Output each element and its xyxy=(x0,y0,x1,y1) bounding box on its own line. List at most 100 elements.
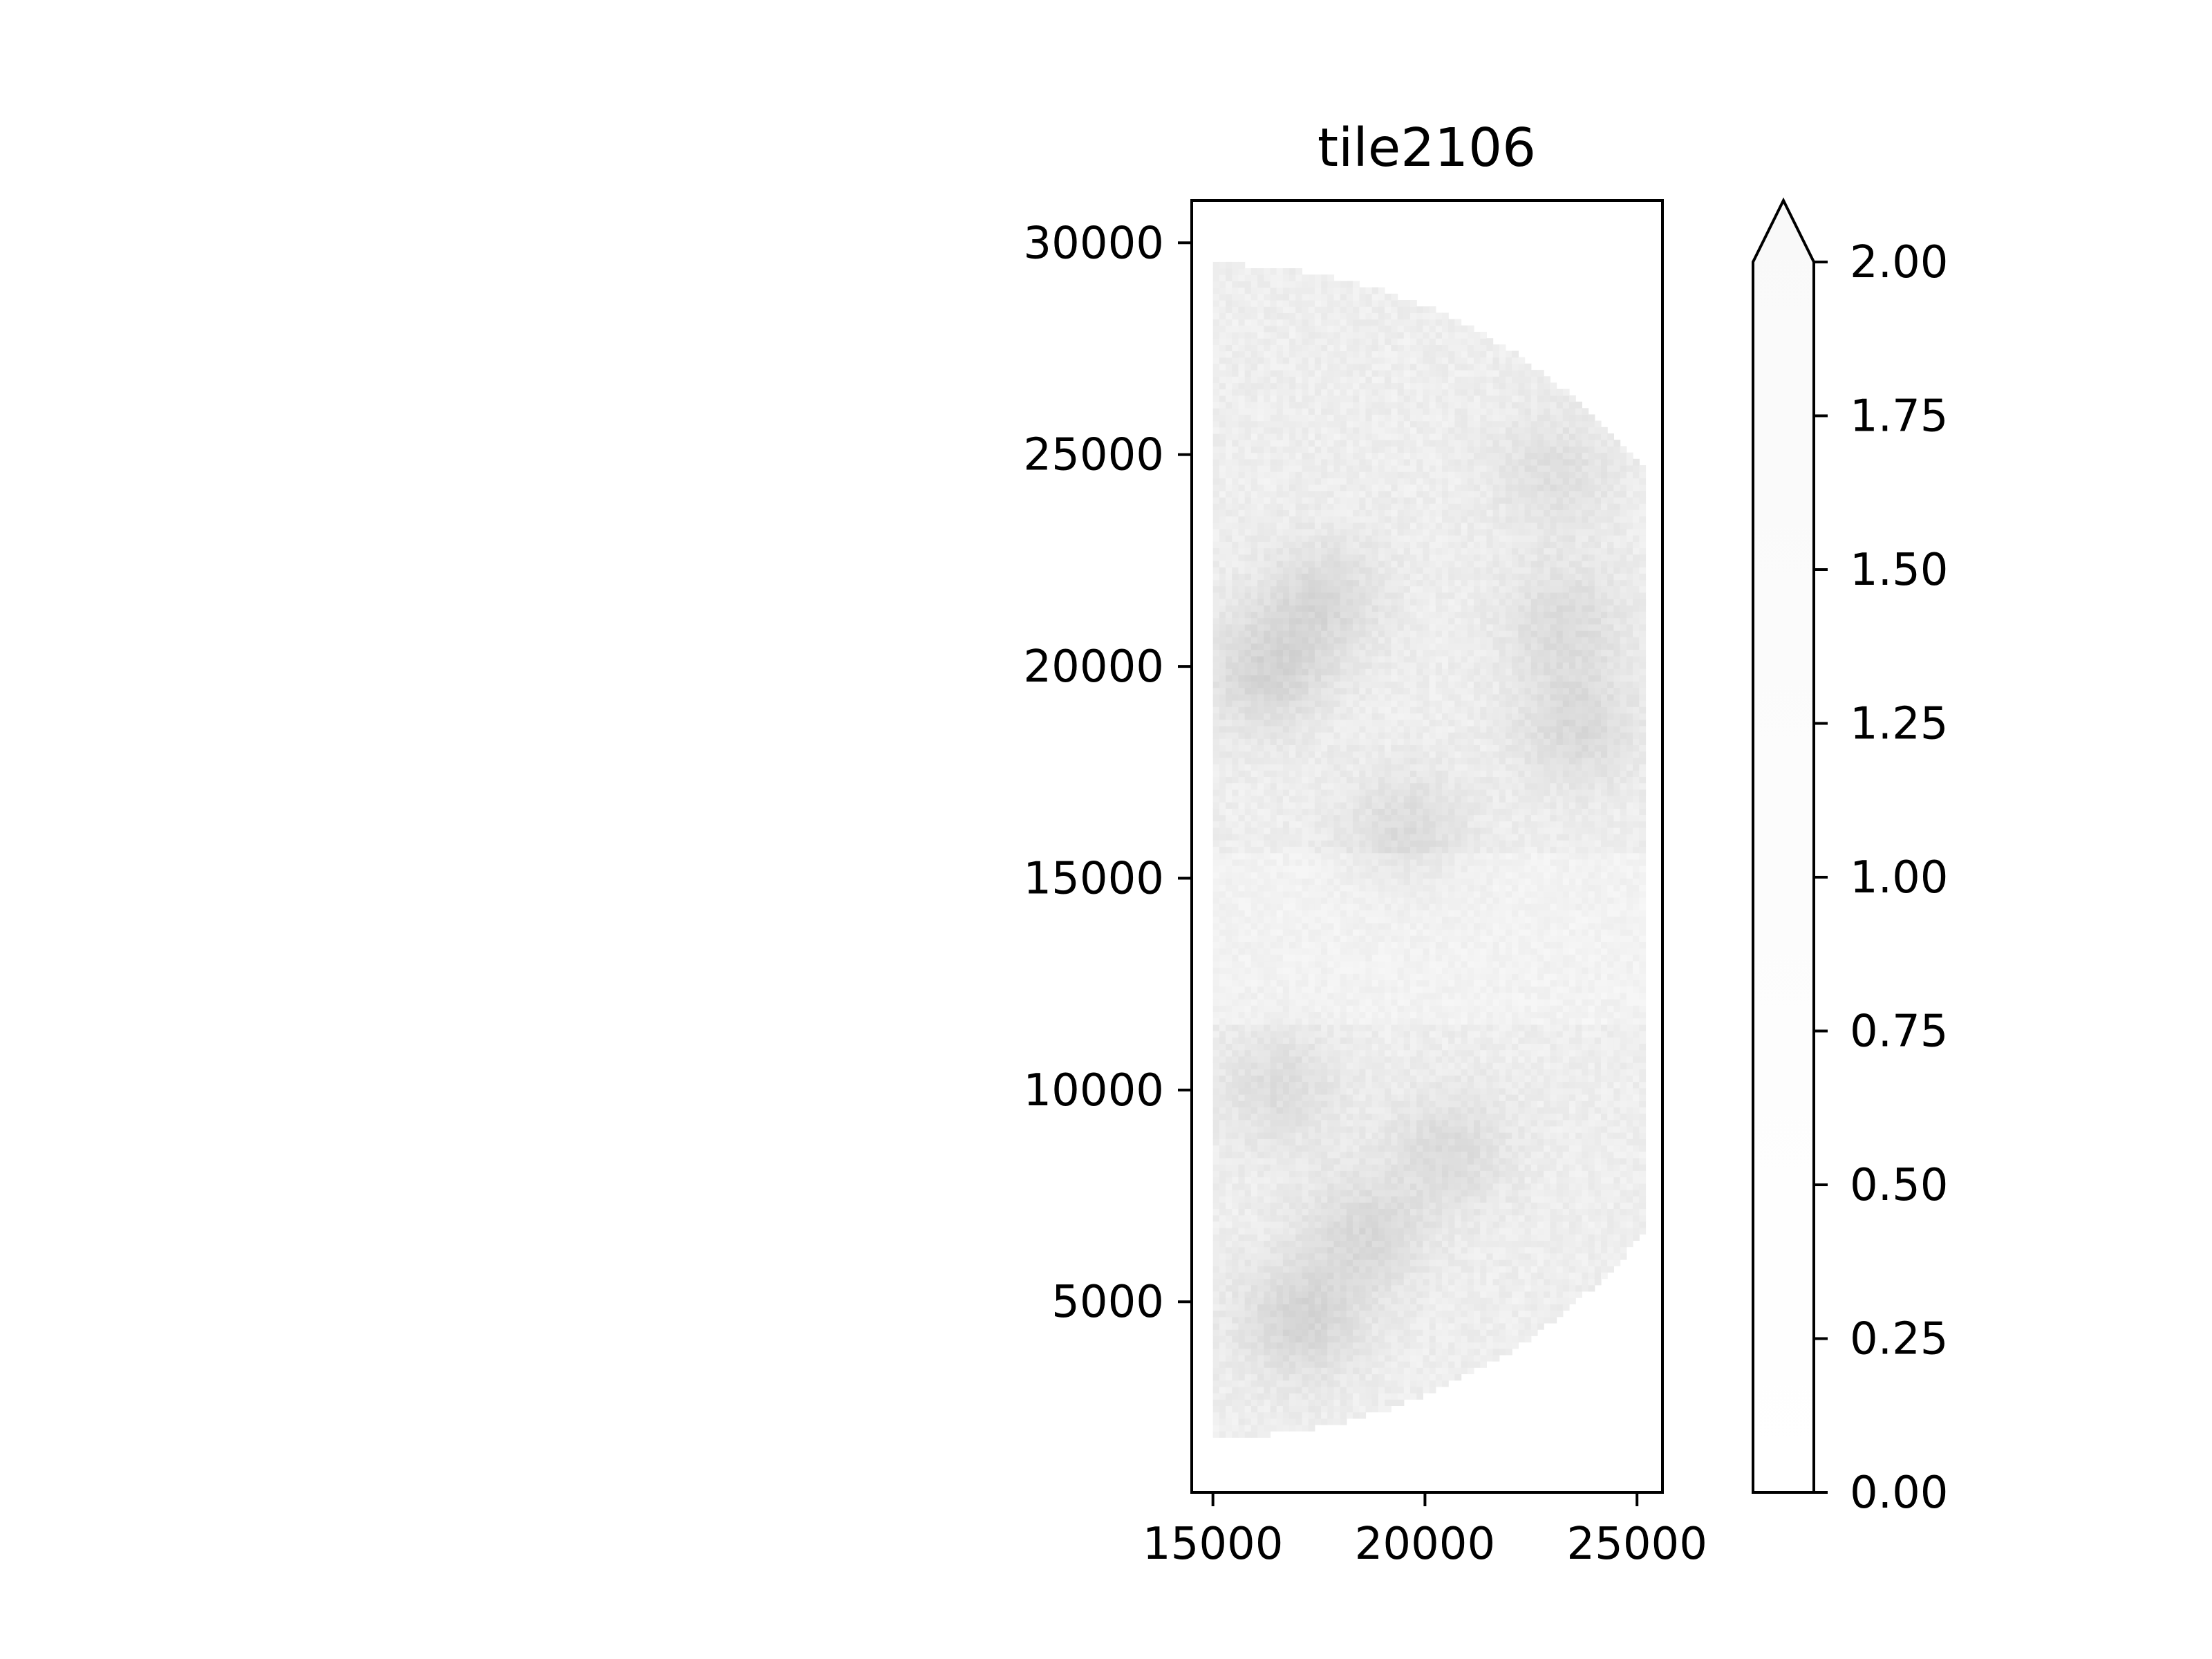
heatmap-cell xyxy=(1276,808,1284,816)
heatmap-cell xyxy=(1282,916,1290,924)
heatmap-cell xyxy=(1244,497,1252,504)
heatmap-cell xyxy=(1257,1234,1264,1241)
heatmap-cell xyxy=(1295,954,1303,962)
heatmap-cell xyxy=(1250,637,1258,644)
heatmap-cell xyxy=(1232,929,1239,936)
heatmap-cell xyxy=(1295,992,1303,1000)
heatmap-cell xyxy=(1340,916,1347,924)
heatmap-cell xyxy=(1340,1113,1347,1121)
heatmap-cell xyxy=(1226,1297,1232,1304)
heatmap-cell xyxy=(1295,910,1303,917)
heatmap-cell xyxy=(1346,1278,1353,1286)
heatmap-cell xyxy=(1232,465,1239,472)
heatmap-cell xyxy=(1353,1380,1360,1387)
heatmap-cell xyxy=(1333,1125,1341,1133)
heatmap-cell xyxy=(1385,1304,1391,1311)
heatmap-cell xyxy=(1232,1208,1239,1216)
heatmap-cell xyxy=(1270,1322,1277,1330)
heatmap-cell xyxy=(1327,567,1335,574)
heatmap-cell xyxy=(1238,1322,1246,1330)
heatmap-cell xyxy=(1333,1056,1341,1063)
heatmap-cell xyxy=(1314,668,1322,675)
heatmap-cell xyxy=(1244,605,1252,612)
heatmap-cell xyxy=(1302,503,1309,510)
heatmap-cell xyxy=(1302,890,1309,898)
heatmap-cell xyxy=(1282,1393,1290,1400)
heatmap-cell xyxy=(1232,1151,1239,1159)
heatmap-cell xyxy=(1232,1037,1239,1044)
heatmap-cell xyxy=(1340,751,1347,758)
heatmap-cell xyxy=(1289,910,1296,917)
heatmap-cell xyxy=(1346,414,1353,422)
heatmap-cell xyxy=(1212,719,1220,727)
heatmap-cell xyxy=(1314,1259,1322,1266)
heatmap-cell xyxy=(1353,630,1360,637)
heatmap-cell xyxy=(1232,1100,1239,1107)
heatmap-cell xyxy=(1270,935,1277,942)
heatmap-cell xyxy=(1276,859,1284,866)
heatmap-cell xyxy=(1385,1228,1391,1235)
heatmap-cell xyxy=(1346,1386,1353,1394)
heatmap-cell xyxy=(1353,992,1360,1000)
heatmap-cell xyxy=(1333,357,1341,364)
heatmap-cell xyxy=(1340,1228,1347,1235)
heatmap-cell xyxy=(1264,1031,1271,1038)
heatmap-cell xyxy=(1346,599,1353,606)
heatmap-cell xyxy=(1282,1107,1290,1114)
heatmap-cell xyxy=(1212,897,1220,904)
heatmap-cell xyxy=(1327,865,1335,872)
heatmap-cell xyxy=(1346,1177,1353,1184)
heatmap-cell xyxy=(1333,681,1341,688)
heatmap-cell xyxy=(1314,376,1322,384)
heatmap-cell xyxy=(1289,827,1296,834)
heatmap-cell xyxy=(1244,567,1252,574)
heatmap-cell xyxy=(1308,306,1315,313)
heatmap-cell xyxy=(1340,1145,1347,1152)
heatmap-cell xyxy=(1346,897,1353,904)
heatmap-cell xyxy=(1327,954,1335,962)
heatmap-cell xyxy=(1302,1005,1309,1013)
heatmap-cell xyxy=(1327,490,1335,498)
heatmap-cell xyxy=(1289,1253,1296,1260)
heatmap-cell xyxy=(1212,350,1220,358)
heatmap-cell xyxy=(1257,1024,1264,1031)
heatmap-cell xyxy=(1219,821,1226,828)
heatmap-cell xyxy=(1276,1234,1284,1241)
heatmap-cell xyxy=(1340,1100,1347,1107)
heatmap-cell xyxy=(1321,1005,1328,1013)
heatmap-cell xyxy=(1238,433,1246,440)
heatmap-cell xyxy=(1365,338,1373,345)
heatmap-cell xyxy=(1327,1367,1335,1374)
heatmap-cell xyxy=(1371,1100,1379,1107)
heatmap-cell xyxy=(1257,878,1264,885)
heatmap-cell xyxy=(1333,1157,1341,1165)
heatmap-cell xyxy=(1238,402,1246,409)
heatmap-cell xyxy=(1378,1151,1385,1159)
heatmap-cell xyxy=(1365,1304,1373,1311)
heatmap-cell xyxy=(1359,916,1367,924)
heatmap-cell xyxy=(1226,1177,1232,1184)
heatmap-cell xyxy=(1346,992,1353,1000)
heatmap-cell xyxy=(1276,776,1284,784)
heatmap-cell xyxy=(1238,675,1246,682)
heatmap-cell xyxy=(1308,338,1315,345)
heatmap-cell xyxy=(1244,300,1252,307)
heatmap-cell xyxy=(1371,1253,1379,1260)
heatmap-cell xyxy=(1327,585,1335,593)
heatmap-cell xyxy=(1327,1304,1335,1311)
heatmap-cell xyxy=(1289,490,1296,498)
heatmap-cell xyxy=(1232,433,1239,440)
heatmap-cell xyxy=(1289,1310,1296,1318)
heatmap-cell xyxy=(1308,700,1315,707)
heatmap-cell xyxy=(1257,1278,1264,1286)
heatmap-cell xyxy=(1276,408,1284,415)
heatmap-cell xyxy=(1378,1170,1385,1178)
heatmap-cell xyxy=(1219,751,1226,758)
heatmap-cell xyxy=(1264,935,1271,942)
heatmap-cell xyxy=(1314,522,1322,529)
heatmap-cell xyxy=(1333,782,1341,790)
heatmap-cell xyxy=(1219,865,1226,872)
heatmap-cell xyxy=(1238,363,1246,371)
heatmap-cell xyxy=(1238,744,1246,752)
heatmap-cell xyxy=(1314,1081,1322,1089)
